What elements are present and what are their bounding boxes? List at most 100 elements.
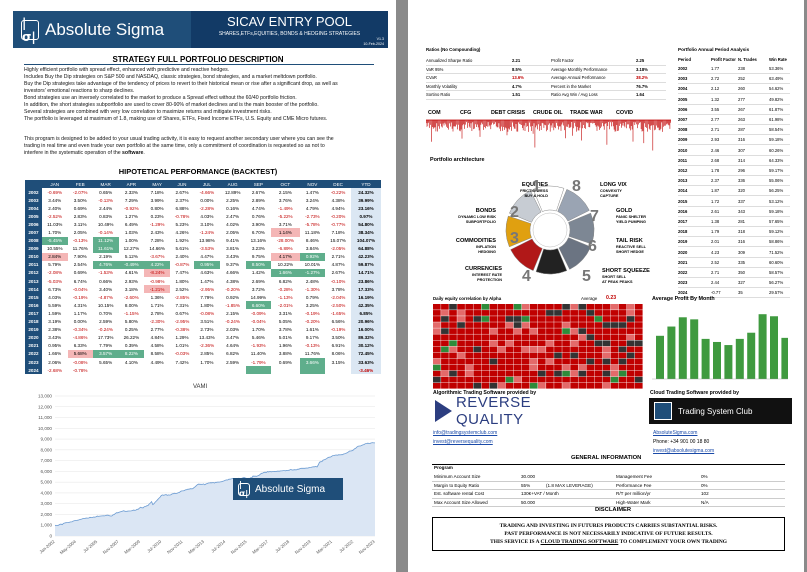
general-value: 30.000 [521,474,536,479]
algo-provider-label: Algorithmic Trading Software provided by [433,390,537,396]
table-cell: 5.79% [48,262,62,268]
correlation-cell [546,328,554,334]
table-cell: 2.77% [150,327,164,333]
watermark-brand: Absolute Sigma [255,483,326,495]
architecture-subtitle: PANIC SHELTER YIELD PUMPING [616,215,647,224]
ratio-label: Average Annual Performance [551,75,606,81]
table-cell: 13.16% [250,238,267,244]
correlation-cell [505,334,514,341]
correlation-cell [449,352,457,359]
correlation-cell [634,376,643,383]
architecture-subtitle: FRICTIONLESS BUY & HOLD [520,189,548,198]
table-row: 2018 3.19% 0.00% 2.59% 5.80% -2.30% -2.95% 3.51… [25,317,381,326]
correlation-cell [570,346,578,353]
table-cell: 11.03% [47,221,63,227]
table-cell: -1.21% [144,285,170,294]
correlation-cell [473,358,482,365]
x-tick-label: Nov-2023 [358,539,376,555]
y-tick-label: 6,000 [41,469,53,474]
disclaimer-heading: DISCLAIMER [595,507,632,513]
strategy-line: Highly efficient portfolio with spread e… [24,67,230,73]
sigma-logo-icon: |σ| [21,16,39,44]
annual-cell: 59.17% [769,168,784,173]
correlation-cell [457,340,465,347]
annual-cell: 60.60% [769,259,784,265]
correlation-cell [521,340,530,347]
correlation-cell [634,316,643,322]
correlation-cell [505,376,514,383]
strategy-text-2: This program is designed to be added to … [24,136,334,150]
general-value: 130€+VAT / Month [521,491,559,497]
table-cell: 0.83% [99,213,113,219]
correlation-cell [441,334,449,341]
correlation-cell [562,310,570,316]
general-value: 50.000 [521,499,536,505]
correlation-cell [521,358,530,365]
month-bar [735,338,744,379]
correlation-cell [562,358,570,365]
table-cell: 2.47% [226,213,240,219]
table-cell: 7.18% [331,230,345,236]
correlation-cell [505,304,514,310]
architecture-diagram: EQUITIES FRICTIONLESS BUY & HOLD 1 BONDS DYN… [422,168,677,308]
correlation-cell [602,316,611,322]
correlation-cell [433,376,441,383]
table-cell: -0.98% [149,278,165,284]
correlation-cell [538,340,546,347]
general-value: 102 [701,491,709,497]
correlation-cell [594,352,603,359]
table-cell: 0.80% [150,205,164,211]
correlation-cell [529,310,538,316]
table-cell: 4.76% [92,260,119,269]
table-cell: 4.03% [200,213,214,219]
table-cell: -0.04% [72,286,88,292]
email-link-invest[interactable]: invest@absolutesigma.com [653,448,715,454]
annual-cell: 2.01 [711,239,720,245]
correlation-cell [626,340,635,347]
correlation-cell [546,376,554,383]
correlation-cell [465,340,473,347]
table-row: 2010 2.84% 7.90% 2.19% 5.12% -3.67% 2.40% 4.47%… [25,252,381,261]
correlation-cell [594,364,603,371]
correlation-cell [489,328,498,334]
month-bar [758,314,767,379]
month-bar [690,319,699,379]
y-tick-label: 11,000 [38,415,52,420]
correlation-cell [546,304,554,310]
table-cell: -0.24% [225,319,240,325]
correlation-cell [433,358,441,365]
ratio-value: 2.25 [636,58,645,63]
vami-chart: VAMI 13,000 12,000 11,000 10,000 9,000 8,000 7… [25,380,381,570]
correlation-cell [626,382,635,389]
x-tick-label: Nov-2011 [166,539,184,555]
correlation-cell [634,358,643,365]
table-row: 2013 -5.03% 6.74% 0.66% 2.93% -0.98% 1.80% 1.47… [25,277,381,286]
column-header: FEB [67,180,93,188]
website-link[interactable]: AbsoluteSigma.com [653,430,698,436]
annual-cell: 287 [738,127,745,133]
table-cell: 10.22% [277,262,294,268]
correlation-cell [441,376,449,383]
annual-cell: 350 [738,270,745,275]
annual-cell: 314 [738,157,745,163]
table-cell: 2002 [25,188,42,197]
correlation-cell [489,376,498,383]
email-link-rq[interactable]: invest@reversequality.com [433,439,493,445]
email-link-tsc[interactable]: info@tradingsystemclub.com [433,430,498,436]
table-cell: 7.28% [150,238,164,244]
table-cell: 39.99% [350,196,381,205]
table-cell: 3.50% [331,335,345,341]
table-cell: -1.65% [330,310,346,316]
annual-cell: 35 [738,290,743,296]
table-cell: -0.87% [174,262,190,268]
correlation-cell [473,310,482,316]
correlation-cell [610,340,619,347]
table-cell: -4.87% [98,294,113,300]
table-cell: 2.40% [48,205,62,211]
annual-cell: 316 [738,137,745,143]
architecture-subtitle: REACTIVE SELL SHORT HEDGE [616,245,646,254]
table-cell [220,366,246,374]
correlation-cell [457,316,465,322]
correlation-cell [529,382,538,389]
correlation-cell [610,376,619,383]
